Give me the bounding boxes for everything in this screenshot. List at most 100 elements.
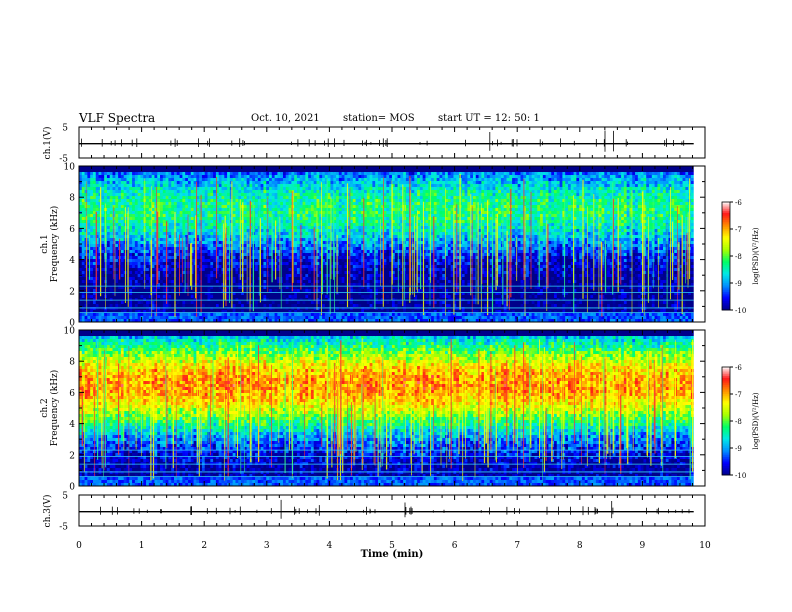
spectrogram-cell (302, 247, 306, 251)
spectrogram-cell (185, 181, 189, 185)
spectrogram-cell (154, 190, 158, 194)
spectrogram-cell (235, 220, 239, 224)
spectrogram-cell (174, 238, 178, 242)
spectrogram-cell (235, 178, 239, 182)
spectrogram-cell (162, 262, 167, 266)
spectrogram-cell (171, 172, 175, 176)
spectrogram-cell (215, 259, 220, 263)
spectrogram-cell (171, 181, 175, 185)
spectrogram-cell (252, 169, 256, 173)
spectrogram-cell (271, 169, 275, 173)
spectrogram-cell (260, 235, 264, 239)
spectrogram-cell (174, 295, 178, 299)
spectrogram-cell (299, 208, 303, 212)
spectrogram-cell (235, 217, 239, 221)
spectrogram-cell (271, 301, 275, 305)
spectrogram-cell (224, 202, 228, 206)
spectrogram-cell (134, 223, 139, 227)
spectrogram-cell (137, 256, 141, 260)
spectrogram-cell (129, 214, 133, 218)
spectrogram-cell (308, 172, 312, 176)
spectrogram-cell (165, 232, 169, 236)
spectrogram-cell (215, 226, 220, 230)
spectrogram-cell (79, 256, 83, 260)
spectrogram-cell (308, 193, 312, 197)
spectrogram-cell (308, 199, 312, 203)
spectrogram-cell (187, 304, 192, 308)
spectrogram-cell (179, 172, 183, 176)
spectrogram-cell (92, 166, 97, 170)
spectrogram-cell (213, 307, 217, 311)
spectrogram-cell (201, 253, 206, 257)
spectrogram-cell (162, 310, 167, 314)
spectrogram-cell (319, 235, 323, 239)
spectrogram-cell (266, 193, 270, 197)
spectrogram-cell (162, 169, 167, 173)
spectrogram-cell (171, 175, 175, 179)
spectrogram-cell (187, 232, 192, 236)
spectrogram-cell (90, 313, 94, 317)
spectrogram-cell (137, 220, 141, 224)
spectrogram-cell (132, 304, 136, 308)
spectrogram-cell (246, 199, 250, 203)
spectrogram-cell (296, 316, 301, 320)
spectrogram-cell (215, 232, 220, 236)
spectrogram-cell (90, 220, 94, 224)
spectrogram-cell (95, 319, 99, 322)
spectrogram-cell (154, 307, 158, 311)
spectrogram-cell (179, 277, 183, 281)
spectrogram-cell (174, 172, 178, 176)
spectrogram-cell (129, 199, 133, 203)
spectrogram-cell (316, 277, 320, 281)
spectrogram-cell (274, 286, 278, 290)
spectrogram-cell (140, 172, 144, 176)
spectrogram-cell (294, 265, 298, 269)
spectrogram-cell (81, 280, 85, 284)
spectrogram-cell (291, 181, 295, 185)
spectrogram-cell (235, 229, 239, 233)
spectrogram-cell (179, 184, 183, 188)
spectrogram-cell (157, 208, 161, 212)
spectrogram-cell (201, 271, 206, 275)
spectrogram-cell (277, 307, 281, 311)
spectrogram-cell (305, 298, 309, 302)
spectrogram-cell (140, 211, 144, 215)
spectrogram-cell (249, 301, 253, 305)
spectrogram-cell (207, 259, 211, 263)
spectrogram-cell (277, 187, 281, 191)
spectrogram-cell (120, 280, 125, 284)
spectrogram-cell (101, 172, 105, 176)
spectrogram-cell (165, 301, 169, 305)
spectrogram-cell (305, 184, 309, 188)
spectrogram-cell (106, 172, 111, 176)
spectrogram-cell (210, 187, 214, 191)
spectrogram-cell (151, 178, 155, 182)
spectrogram-cell (154, 280, 158, 284)
spectrogram-cell (174, 178, 178, 182)
spectrogram-cell (232, 193, 236, 197)
spectrogram-cell (310, 298, 315, 302)
spectrogram-cell (260, 217, 264, 221)
spectrogram-cell (269, 280, 273, 284)
spectrogram-cell (143, 316, 147, 320)
spectrogram-cell (115, 271, 119, 275)
spectrogram-cell (319, 292, 323, 296)
spectrogram-cell (201, 184, 206, 188)
spectrogram-cell (146, 262, 150, 266)
spectrogram-cell (288, 295, 292, 299)
spectrogram-cell (210, 268, 214, 272)
spectrogram-cell (104, 193, 108, 197)
spectrogram-cell (137, 268, 141, 272)
spectrogram-cell (201, 199, 206, 203)
spectrogram-cell (232, 223, 236, 227)
spectrogram-cell (81, 211, 85, 215)
spectrogram-cell (151, 277, 155, 281)
spectrogram-cell (260, 295, 264, 299)
spectrogram-cell (308, 301, 312, 305)
spectrogram-cell (185, 187, 189, 191)
spectrogram-cell (324, 244, 329, 248)
spectrogram-cell (280, 241, 284, 245)
spectrogram-cell (106, 286, 111, 290)
spectrogram-cell (238, 298, 242, 302)
spectrogram-cell (162, 199, 167, 203)
